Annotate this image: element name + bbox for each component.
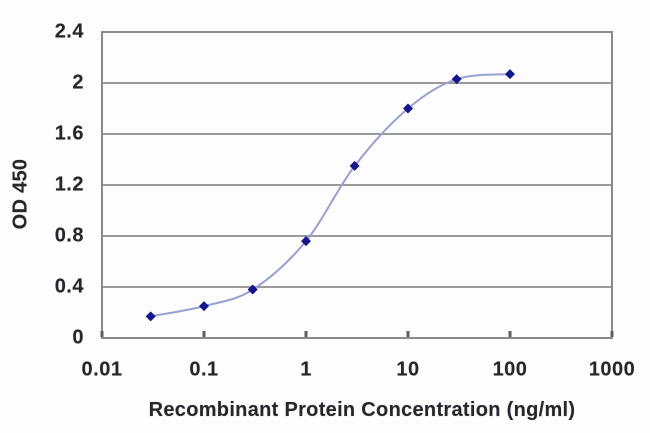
y-tick-label: 2 — [72, 71, 84, 94]
data-point-marker — [199, 301, 209, 312]
data-point-marker — [301, 236, 311, 247]
data-point-marker — [505, 69, 515, 80]
data-point-marker — [247, 284, 258, 295]
y-tick-label: 0.8 — [54, 224, 84, 247]
y-tick-label: 2.4 — [54, 20, 84, 43]
y-tick-label: 0.4 — [54, 275, 84, 298]
y-axis-title: OD 450 — [9, 158, 32, 230]
y-tick-label: 1.2 — [54, 173, 84, 196]
x-tick-label: 0.1 — [189, 358, 219, 381]
y-tick-label: 1.6 — [54, 122, 84, 145]
x-tick-label: 0.01 — [81, 358, 123, 381]
x-tick-label: 1 — [300, 358, 312, 381]
x-tick-label: 100 — [492, 358, 528, 381]
series-line — [149, 73, 511, 318]
data-point-marker — [451, 74, 462, 85]
y-tick-label: 0 — [72, 326, 84, 349]
data-point-marker — [403, 103, 413, 114]
x-axis-title: Recombinant Protein Concentration (ng/ml… — [148, 399, 576, 421]
data-point-marker — [349, 160, 360, 171]
plot-border — [101, 31, 613, 339]
data-point-marker — [145, 311, 156, 322]
x-tick-label: 1000 — [588, 358, 636, 381]
x-tick-label: 10 — [396, 358, 420, 381]
